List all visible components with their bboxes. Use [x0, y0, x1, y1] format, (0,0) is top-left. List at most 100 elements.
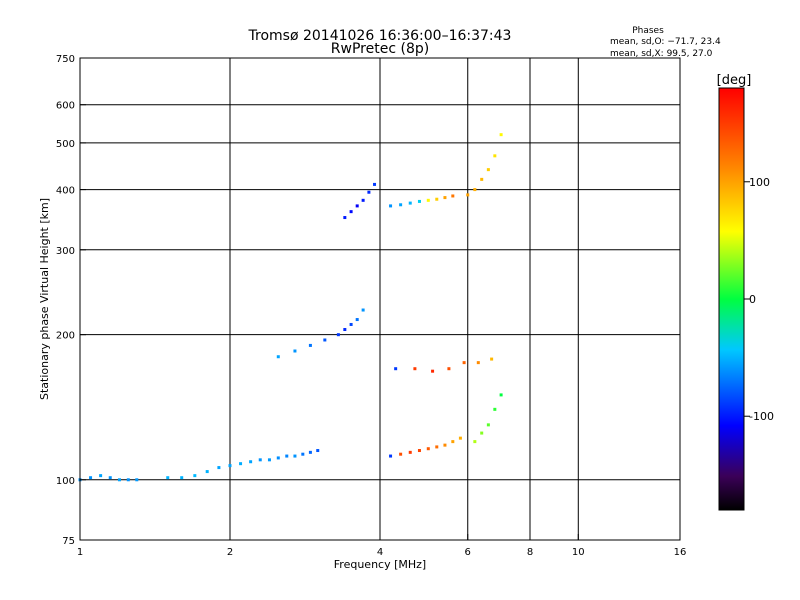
x-tick-label: 16 [674, 547, 687, 558]
gridlines [80, 58, 680, 540]
data-point [349, 322, 353, 326]
colorbar-tick-label: 0 [749, 293, 756, 306]
stats-heading: Phases [632, 26, 664, 36]
data-point [389, 204, 393, 208]
data-point [451, 194, 455, 198]
data-point [180, 476, 184, 480]
data-point [267, 458, 271, 462]
y-tick-label: 400 [56, 186, 75, 197]
data-point [249, 460, 253, 464]
y-axis-label: Stationary phase Virtual Height [km] [38, 198, 51, 400]
data-point [493, 407, 497, 411]
data-point [499, 393, 503, 397]
data-point [355, 204, 359, 208]
y-tick-label: 600 [56, 101, 75, 112]
data-point [228, 464, 232, 468]
y-axis-ticks: 75 100 200 300 400 500 600 750 [56, 54, 86, 547]
colorbar-label: [deg] [717, 73, 752, 88]
x-tick-label: 4 [377, 547, 383, 558]
data-point [166, 476, 170, 480]
data-point [349, 210, 353, 214]
data-point [373, 182, 377, 186]
data-point [323, 338, 327, 342]
data-point [462, 361, 466, 365]
y-tick-label: 500 [56, 139, 75, 150]
data-point [394, 367, 398, 371]
data-point [413, 367, 417, 371]
data-point [486, 423, 490, 427]
stats-line-o: mean, sd,O: −71.7, 23.4 [610, 37, 721, 47]
data-point [301, 452, 305, 456]
data-point [451, 440, 455, 444]
data-point [426, 198, 430, 202]
y-tick-label: 200 [56, 331, 75, 342]
data-point [466, 193, 470, 197]
data-point [285, 454, 289, 458]
data-point [399, 452, 403, 456]
data-point [426, 447, 430, 451]
data-point [435, 445, 439, 449]
data-point [417, 449, 421, 453]
x-tick-label: 2 [227, 547, 233, 558]
data-point [258, 458, 262, 462]
x-axis-label: Frequency [MHz] [334, 558, 426, 571]
data-point [431, 369, 435, 373]
data-point [308, 343, 312, 347]
data-point [473, 188, 477, 192]
data-point [239, 462, 243, 466]
data-point [343, 328, 347, 332]
data-point [476, 361, 480, 365]
data-point [293, 349, 297, 353]
data-point [316, 449, 320, 453]
data-point [293, 454, 297, 458]
data-point [447, 367, 451, 371]
x-axis-ticks: 1 2 4 6 8 10 16 [77, 534, 687, 558]
data-points [78, 133, 503, 482]
colorbar-tick-label: -100 [749, 410, 774, 423]
x-tick-label: 8 [527, 547, 533, 558]
data-point [355, 318, 359, 322]
x-tick-label: 6 [465, 547, 471, 558]
data-point [490, 357, 494, 361]
data-point [336, 333, 340, 337]
data-point [443, 443, 447, 447]
stats-line-x: mean, sd,X: 99.5, 27.0 [610, 49, 713, 59]
data-point [480, 177, 484, 181]
data-point [276, 355, 280, 359]
x-tick-label: 1 [77, 547, 83, 558]
data-point [486, 168, 490, 172]
data-point [367, 190, 371, 194]
y-tick-label: 75 [62, 536, 75, 547]
data-point [89, 476, 93, 480]
data-point [99, 474, 103, 478]
data-point [193, 474, 197, 478]
data-point [458, 436, 462, 440]
data-point [499, 133, 503, 137]
data-point [343, 216, 347, 220]
colorbar [718, 87, 745, 511]
y-tick-label: 100 [56, 476, 75, 487]
data-point [473, 440, 477, 444]
data-point [205, 470, 209, 474]
colorbar-tick-label: 100 [749, 176, 770, 189]
data-point [361, 198, 365, 202]
y-tick-label: 300 [56, 246, 75, 257]
data-point [276, 456, 280, 460]
data-point [408, 201, 412, 205]
data-point [217, 466, 221, 470]
data-point [480, 431, 484, 435]
data-point [389, 454, 393, 458]
data-point [126, 478, 130, 482]
chart-subtitle: RwPretec (8p) [331, 41, 429, 57]
data-point [361, 308, 365, 312]
data-point [117, 478, 121, 482]
data-point [443, 196, 447, 200]
data-point [399, 203, 403, 207]
data-point [408, 450, 412, 454]
data-point [308, 450, 312, 454]
x-tick-label: 10 [572, 547, 585, 558]
data-point [108, 476, 112, 480]
chart-title: Tromsø 20141026 16:36:00–16:37:43 [248, 28, 512, 44]
data-point [417, 199, 421, 203]
